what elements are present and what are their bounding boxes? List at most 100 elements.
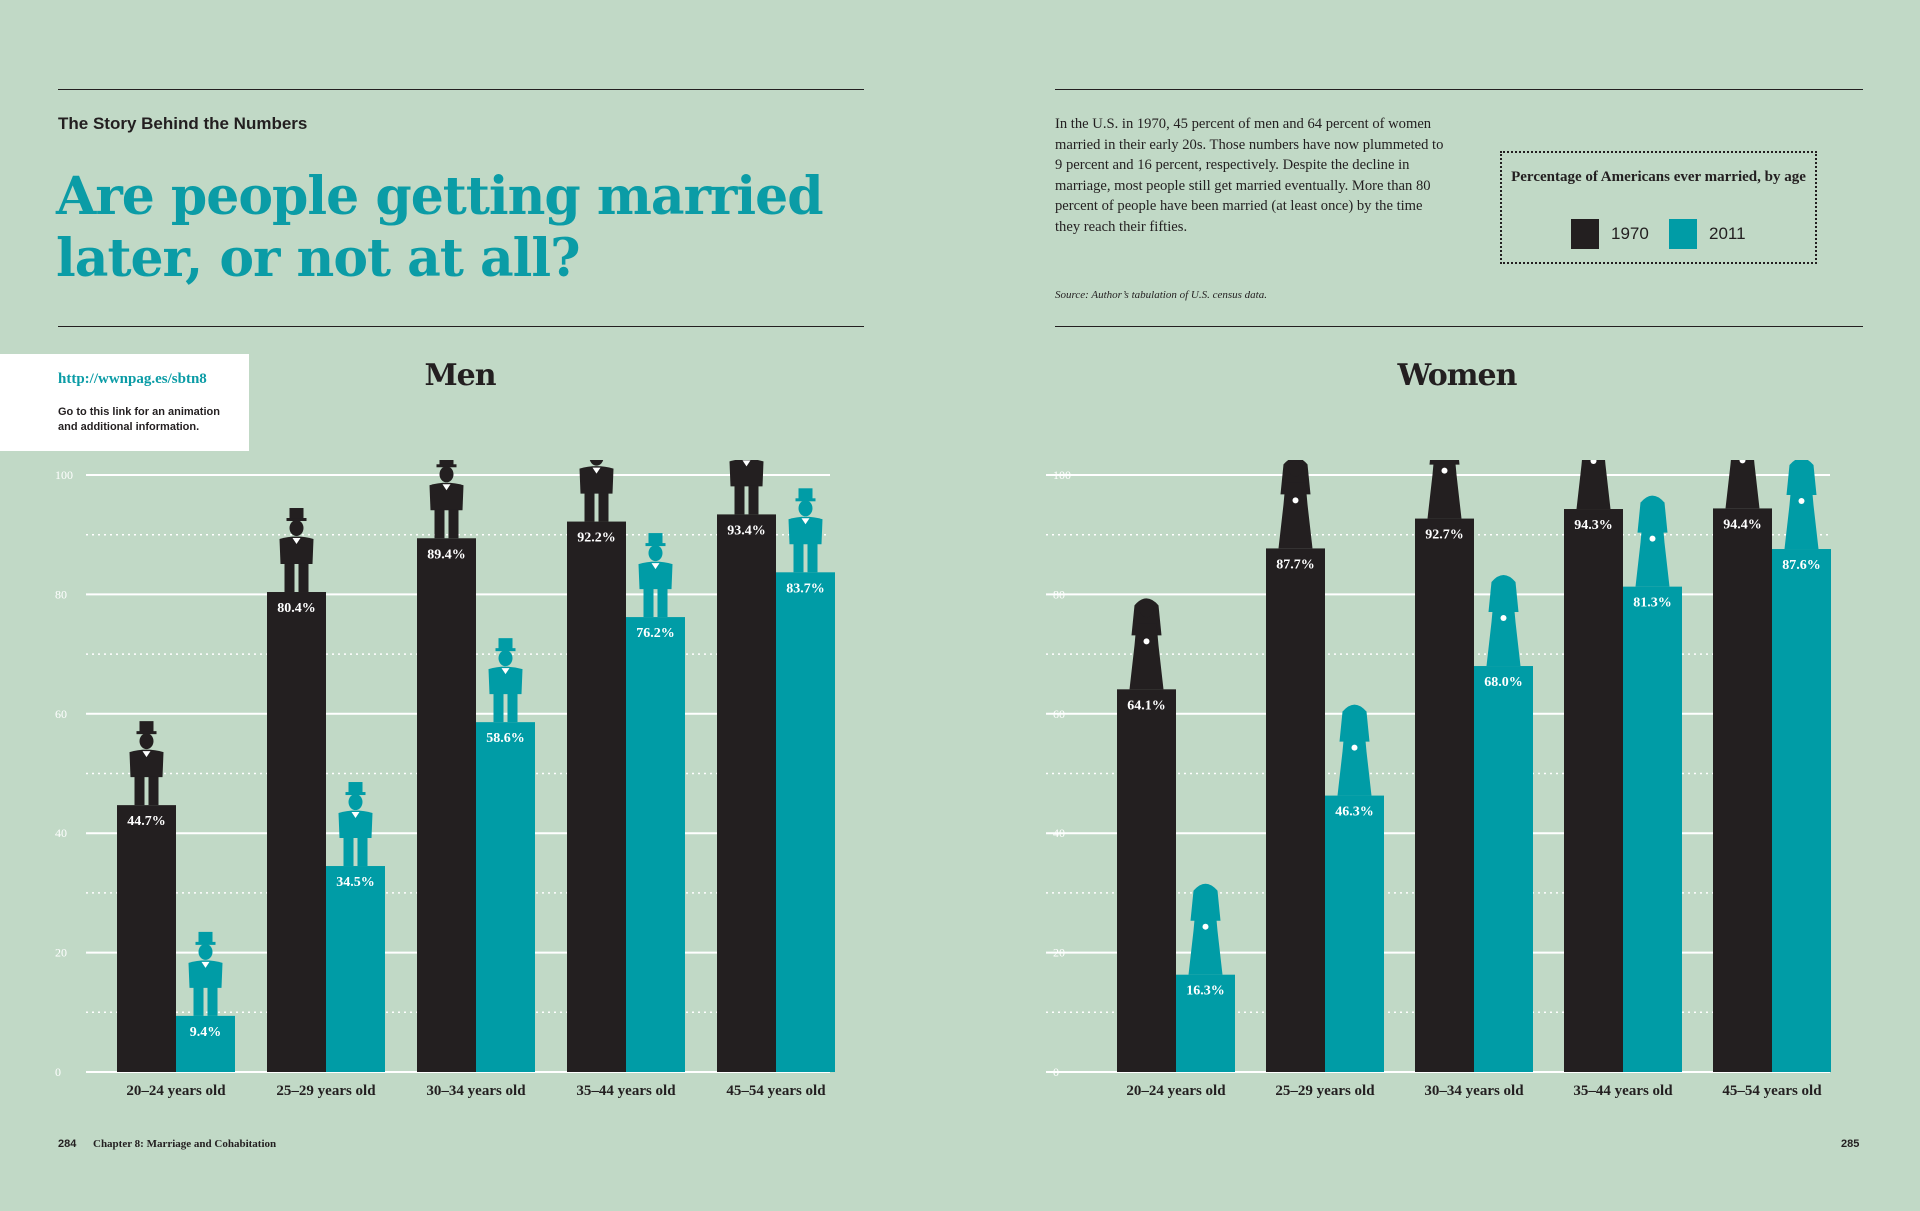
mid-rule-right xyxy=(1055,326,1863,327)
bar xyxy=(1117,689,1176,1072)
y-tick-label: 60 xyxy=(1053,707,1065,721)
groom-icon xyxy=(579,460,614,522)
bar xyxy=(717,514,776,1072)
data-label: 46.3% xyxy=(1335,805,1374,820)
bar xyxy=(417,538,476,1072)
data-label: 89.4% xyxy=(427,547,466,562)
data-label: 94.4% xyxy=(1723,517,1762,532)
legend-label-1970: 1970 xyxy=(1611,224,1649,243)
bride-icon xyxy=(1427,460,1462,519)
bar xyxy=(626,617,685,1072)
bride-icon xyxy=(1486,575,1521,667)
bar xyxy=(267,592,326,1072)
bar xyxy=(117,805,176,1072)
legend-swatch-1970 xyxy=(1571,219,1599,249)
source-note: Source: Author’s tabulation of U.S. cens… xyxy=(1055,289,1267,301)
bride-icon xyxy=(1576,460,1611,510)
y-tick-label: 0 xyxy=(55,1065,61,1079)
chart-title-women: Women xyxy=(1397,358,1518,393)
groom-icon xyxy=(188,931,223,1016)
data-label: 83.7% xyxy=(786,581,825,596)
legend-item-1970: 1970 xyxy=(1571,219,1649,249)
link-box: http://wwnpag.es/sbtn8 Go to this link f… xyxy=(0,354,249,451)
mid-rule-left xyxy=(58,326,864,327)
bar xyxy=(1176,974,1235,1072)
bar xyxy=(1474,666,1533,1072)
category-label: 30–34 years old xyxy=(1424,1083,1524,1099)
category-label: 30–34 years old xyxy=(426,1083,526,1099)
data-label: 81.3% xyxy=(1633,596,1672,611)
data-label: 9.4% xyxy=(190,1025,222,1040)
category-label: 45–54 years old xyxy=(1722,1083,1822,1099)
y-tick-label: 20 xyxy=(1053,946,1065,960)
men-chart: 0 20 40 60 80 100 44.7% 9.4% 20–24 years old 80.4… xyxy=(55,460,835,1099)
data-label: 92.2% xyxy=(577,531,616,546)
category-label: 35–44 years old xyxy=(576,1083,676,1099)
bar xyxy=(567,521,626,1072)
y-tick-label: 100 xyxy=(1053,468,1071,482)
kicker: The Story Behind the Numbers xyxy=(58,114,308,133)
data-label: 34.5% xyxy=(336,875,375,890)
bride-icon xyxy=(1278,460,1313,549)
y-tick-label: 40 xyxy=(1053,826,1065,840)
bar xyxy=(1623,586,1682,1072)
groom-icon xyxy=(638,533,673,618)
category-label: 20–24 years old xyxy=(126,1083,226,1099)
top-rule-left xyxy=(58,89,864,90)
data-label: 64.1% xyxy=(1127,698,1166,713)
legend-title: Percentage of Americans ever married, by… xyxy=(1511,169,1806,185)
data-label: 92.7% xyxy=(1425,528,1464,543)
category-label: 25–29 years old xyxy=(1275,1083,1375,1099)
legend-label-2011: 2011 xyxy=(1709,224,1746,243)
bar xyxy=(1713,508,1772,1072)
bride-icon xyxy=(1129,598,1164,690)
legend: Percentage of Americans ever married, by… xyxy=(1500,151,1817,264)
data-label: 94.3% xyxy=(1574,518,1613,533)
data-label: 93.4% xyxy=(727,523,766,538)
y-tick-label: 80 xyxy=(1053,587,1065,601)
category-label: 45–54 years old xyxy=(726,1083,826,1099)
page-title: Are people getting married later, or not… xyxy=(56,166,824,289)
intro-text: In the U.S. in 1970, 45 percent of men a… xyxy=(1055,116,1444,235)
chart-title-men: Men xyxy=(424,358,496,393)
data-label: 87.7% xyxy=(1276,557,1315,572)
data-label: 80.4% xyxy=(277,601,316,616)
y-tick-label: 20 xyxy=(55,946,67,960)
category-label: 25–29 years old xyxy=(276,1083,376,1099)
animation-link[interactable]: http://wwnpag.es/sbtn8 xyxy=(58,371,207,387)
legend-swatch-2011 xyxy=(1669,219,1697,249)
data-label: 76.2% xyxy=(636,626,675,641)
bar xyxy=(1564,509,1623,1072)
groom-icon xyxy=(279,508,314,593)
category-label: 20–24 years old xyxy=(1126,1083,1226,1099)
page-number-left: 284 xyxy=(58,1138,77,1150)
bar xyxy=(1266,548,1325,1072)
chapter-label: Chapter 8: Marriage and Cohabitation xyxy=(93,1138,277,1150)
link-note: Go to this link for an animation and add… xyxy=(58,406,220,433)
category-label: 35–44 years old xyxy=(1573,1083,1673,1099)
bride-icon xyxy=(1635,495,1670,587)
bride-icon xyxy=(1784,460,1819,550)
bride-icon xyxy=(1725,460,1760,509)
page-number-right: 285 xyxy=(1841,1138,1860,1150)
bride-icon xyxy=(1337,704,1372,796)
groom-icon xyxy=(338,782,373,867)
bar xyxy=(326,866,385,1072)
data-label: 44.7% xyxy=(127,814,166,829)
groom-icon xyxy=(729,460,764,515)
women-chart: 0 20 40 60 80 100 64.1% 16.3% 20–24 years old 87.… xyxy=(1046,460,1831,1099)
groom-icon xyxy=(488,638,523,723)
data-label: 16.3% xyxy=(1186,984,1225,999)
top-rule-right xyxy=(1055,89,1863,90)
data-label: 58.6% xyxy=(486,731,525,746)
y-tick-label: 100 xyxy=(55,468,73,482)
bar xyxy=(476,722,535,1072)
bar xyxy=(1415,518,1474,1072)
legend-item-2011: 2011 xyxy=(1669,219,1746,249)
groom-icon xyxy=(129,721,164,806)
data-label: 87.6% xyxy=(1782,558,1821,573)
bar xyxy=(1325,795,1384,1072)
groom-icon xyxy=(429,460,464,539)
y-tick-label: 40 xyxy=(55,826,67,840)
data-label: 68.0% xyxy=(1484,675,1523,690)
